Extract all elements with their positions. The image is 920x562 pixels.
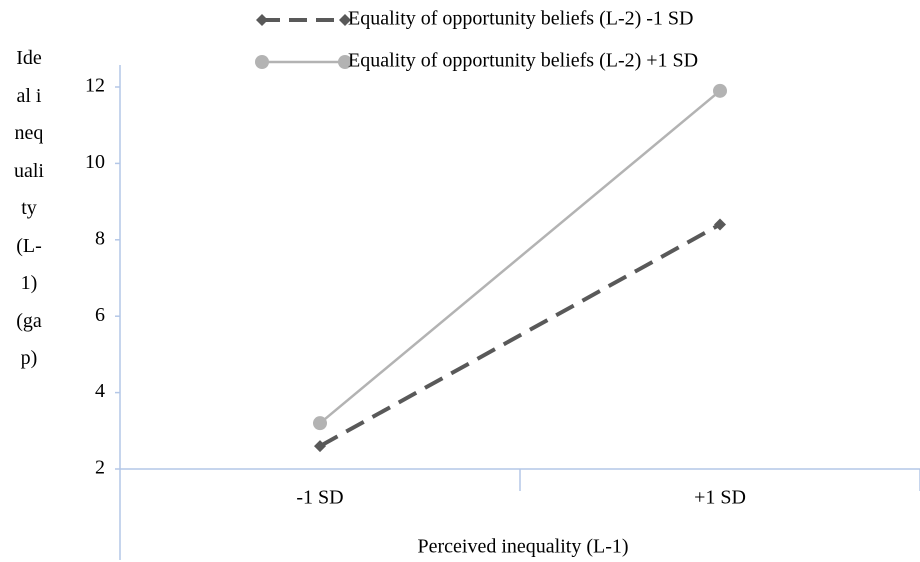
series-line bbox=[319, 222, 721, 448]
y-tick-label: 4 bbox=[95, 380, 105, 402]
legend-marker bbox=[255, 55, 269, 69]
y-tick-label: 6 bbox=[95, 304, 105, 326]
data-point bbox=[314, 440, 326, 453]
x-axis-label: Perceived inequality (L-1) bbox=[417, 536, 628, 558]
y-tick-label: 10 bbox=[85, 151, 105, 173]
data-point bbox=[313, 416, 327, 431]
legend-label: Equality of opportunity beliefs (L-2) +1… bbox=[348, 50, 698, 72]
x-tick-label: +1 SD bbox=[694, 487, 746, 509]
y-tick-label: 12 bbox=[85, 75, 105, 97]
legend-marker bbox=[256, 14, 268, 26]
data-point bbox=[714, 218, 726, 231]
x-tick-label: -1 SD bbox=[296, 487, 343, 509]
data-point bbox=[713, 83, 727, 98]
legend-marker bbox=[338, 55, 352, 69]
series-line bbox=[319, 89, 721, 425]
y-axis-label: Ideal inequality (L-1) (gap) bbox=[14, 47, 44, 369]
legend-label: Equality of opportunity beliefs (L-2) -1… bbox=[348, 8, 694, 30]
y-tick-label: 2 bbox=[95, 457, 105, 479]
y-tick-label: 8 bbox=[95, 227, 105, 249]
legend-marker bbox=[339, 14, 351, 26]
